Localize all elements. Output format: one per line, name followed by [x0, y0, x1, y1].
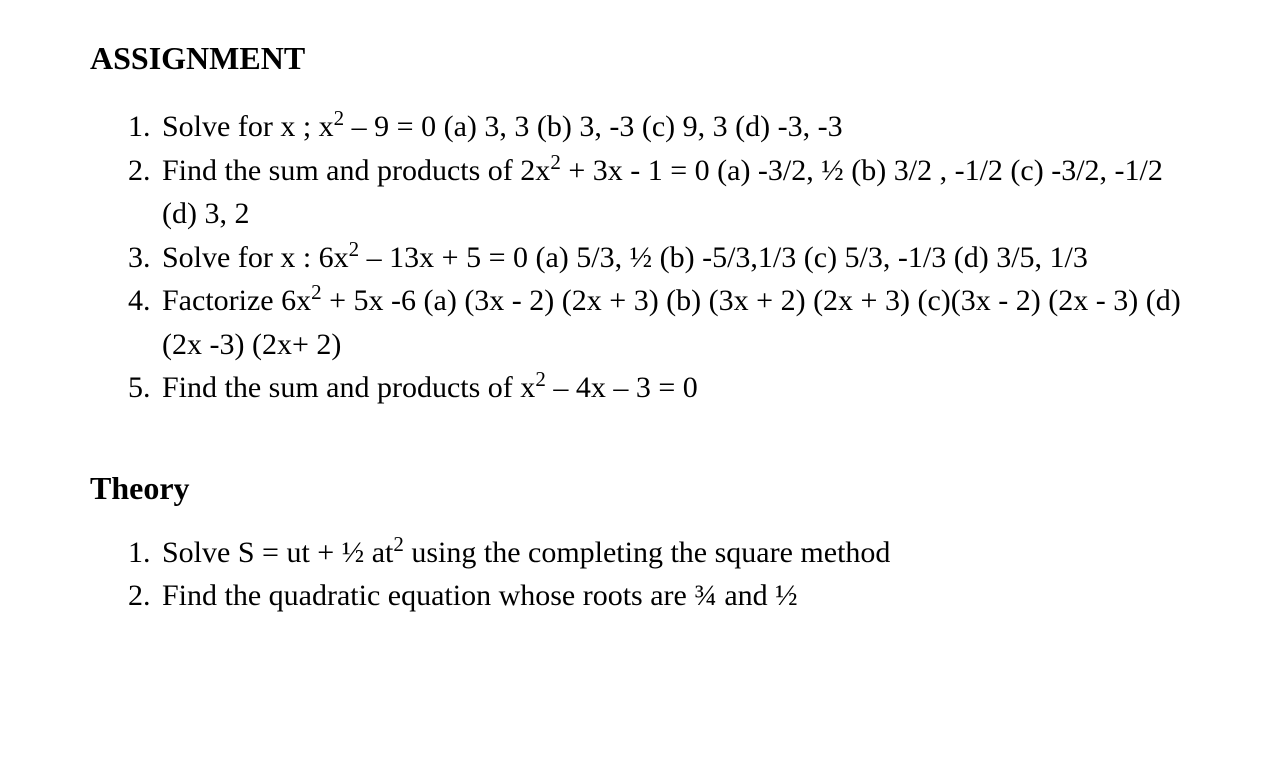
assignment-item-3: Solve for x : 6x2 – 13x + 5 = 0 (a) 5/3,… [158, 236, 1185, 280]
assignment-item-1: Solve for x ; x2 – 9 = 0 (a) 3, 3 (b) 3,… [158, 105, 1185, 149]
item-text: Solve for x : 6x [162, 241, 349, 274]
assignment-item-5: Find the sum and products of x2 – 4x – 3… [158, 366, 1185, 410]
superscript: 2 [349, 237, 360, 261]
item-text: Solve S = ut + ½ at [162, 536, 393, 569]
theory-heading: Theory [90, 470, 1185, 507]
superscript: 2 [334, 106, 345, 130]
theory-item-2: Find the quadratic equation whose roots … [158, 574, 1185, 618]
assignment-item-4: Factorize 6x2 + 5x -6 (a) (3x - 2) (2x +… [158, 279, 1185, 366]
item-text: using the completing the square method [404, 536, 891, 569]
item-text: Find the quadratic equation whose roots … [162, 579, 798, 612]
theory-list: Solve S = ut + ½ at2 using the completin… [90, 531, 1185, 618]
assignment-list: Solve for x ; x2 – 9 = 0 (a) 3, 3 (b) 3,… [90, 105, 1185, 410]
assignment-heading: ASSIGNMENT [90, 40, 1185, 77]
item-text: – 9 = 0 (a) 3, 3 (b) 3, -3 (c) 9, 3 (d) … [344, 110, 842, 143]
superscript: 2 [393, 532, 404, 556]
superscript: 2 [535, 367, 546, 391]
superscript: 2 [311, 280, 322, 304]
item-text: – 4x – 3 = 0 [546, 371, 698, 404]
item-text: Find the sum and products of 2x [162, 154, 550, 187]
document-page: ASSIGNMENT Solve for x ; x2 – 9 = 0 (a) … [0, 0, 1275, 618]
theory-item-1: Solve S = ut + ½ at2 using the completin… [158, 531, 1185, 575]
item-text: – 13x + 5 = 0 (a) 5/3, ½ (b) -5/3,1/3 (c… [359, 241, 1088, 274]
item-text: Factorize 6x [162, 284, 311, 317]
superscript: 2 [550, 150, 561, 174]
item-text: Find the sum and products of x [162, 371, 535, 404]
item-text: Solve for x ; x [162, 110, 334, 143]
assignment-item-2: Find the sum and products of 2x2 + 3x - … [158, 149, 1185, 236]
